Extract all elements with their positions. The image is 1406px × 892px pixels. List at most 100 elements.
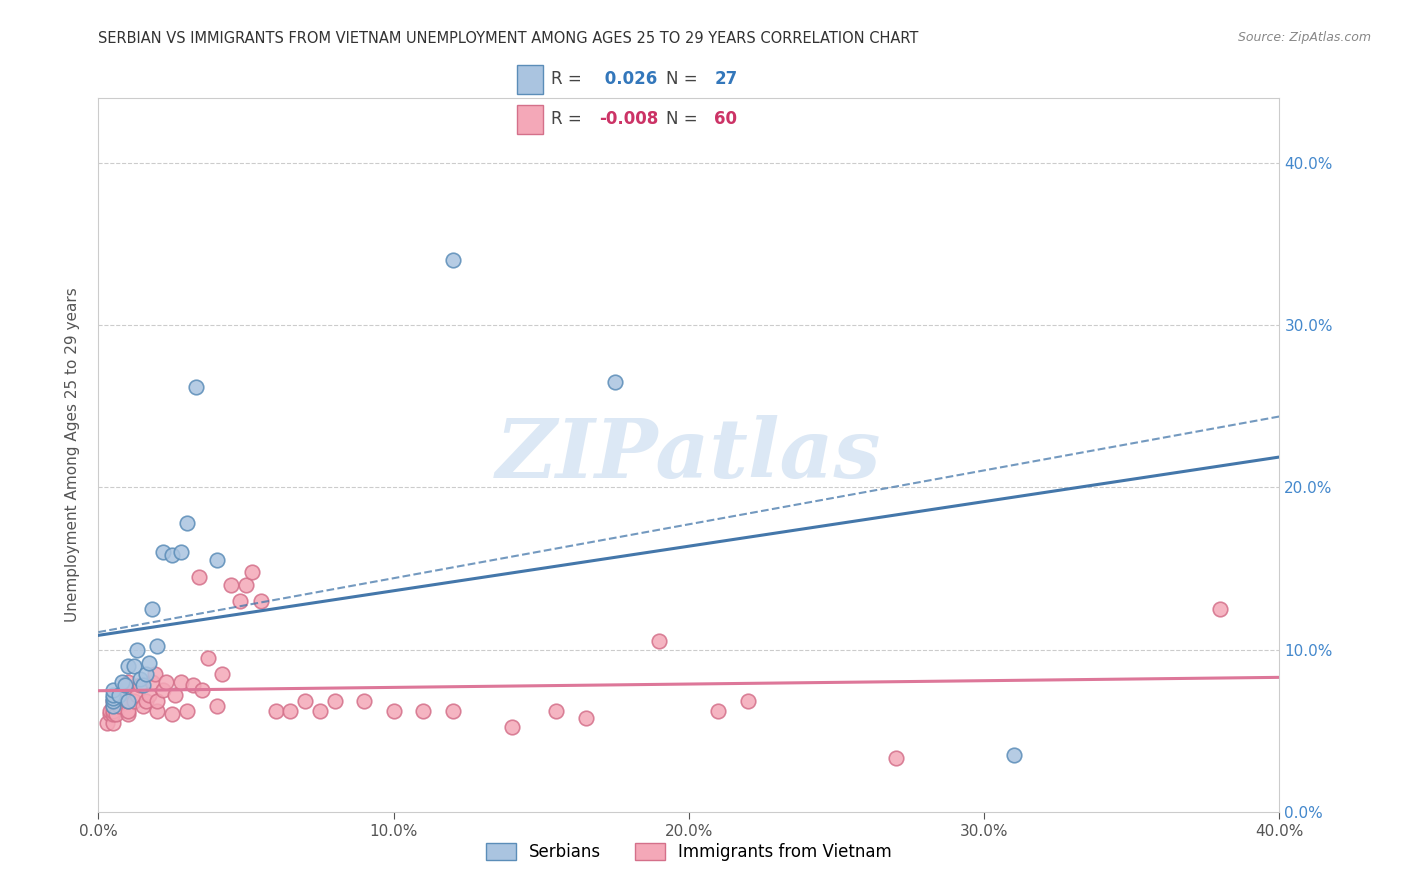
Point bbox=[219, 577, 242, 591]
Point bbox=[103, 704, 125, 718]
Point bbox=[117, 658, 139, 673]
Point bbox=[309, 704, 332, 718]
Point bbox=[128, 672, 150, 686]
Text: SERBIAN VS IMMIGRANTS FROM VIETNAM UNEMPLOYMENT AMONG AGES 25 TO 29 YEARS CORREL: SERBIAN VS IMMIGRANTS FROM VIETNAM UNEMP… bbox=[98, 31, 918, 46]
Point bbox=[98, 707, 121, 722]
Point bbox=[152, 683, 174, 698]
Point bbox=[152, 545, 174, 559]
Point bbox=[138, 656, 160, 670]
Point bbox=[135, 694, 157, 708]
Point bbox=[103, 699, 125, 714]
Point bbox=[162, 707, 183, 722]
Point bbox=[187, 569, 209, 583]
Point bbox=[143, 666, 166, 681]
Point bbox=[176, 516, 198, 530]
FancyBboxPatch shape bbox=[517, 65, 543, 95]
Point bbox=[117, 704, 139, 718]
Point bbox=[122, 658, 145, 673]
Point bbox=[412, 704, 434, 718]
Point bbox=[441, 704, 464, 718]
FancyBboxPatch shape bbox=[517, 104, 543, 134]
Point bbox=[323, 694, 346, 708]
Y-axis label: Unemployment Among Ages 25 to 29 years: Unemployment Among Ages 25 to 29 years bbox=[65, 287, 80, 623]
Point bbox=[117, 675, 139, 690]
Point bbox=[501, 720, 523, 734]
Point bbox=[353, 694, 375, 708]
Text: 0.026: 0.026 bbox=[599, 70, 657, 88]
Point bbox=[103, 707, 125, 722]
Point bbox=[278, 704, 302, 718]
Point bbox=[737, 694, 759, 708]
Text: R =: R = bbox=[551, 110, 588, 128]
Point bbox=[1209, 602, 1232, 616]
Point bbox=[111, 691, 134, 706]
Point bbox=[205, 699, 228, 714]
Point bbox=[103, 699, 125, 714]
Point bbox=[250, 594, 273, 608]
Point bbox=[264, 704, 287, 718]
Point bbox=[184, 380, 207, 394]
Text: -0.008: -0.008 bbox=[599, 110, 658, 128]
Point bbox=[114, 678, 136, 692]
Point bbox=[146, 704, 169, 718]
Point bbox=[165, 688, 187, 702]
Point bbox=[162, 549, 183, 563]
Text: Source: ZipAtlas.com: Source: ZipAtlas.com bbox=[1237, 31, 1371, 45]
Point bbox=[141, 602, 163, 616]
Point bbox=[108, 699, 131, 714]
Text: ZIPatlas: ZIPatlas bbox=[496, 415, 882, 495]
Point bbox=[1002, 747, 1025, 762]
Text: 60: 60 bbox=[714, 110, 737, 128]
Point bbox=[103, 694, 125, 708]
Point bbox=[181, 678, 204, 692]
Point bbox=[197, 650, 219, 665]
Text: R =: R = bbox=[551, 70, 588, 88]
Point bbox=[105, 707, 128, 722]
Point bbox=[229, 594, 252, 608]
Point bbox=[235, 577, 257, 591]
Point bbox=[884, 751, 907, 765]
Point bbox=[155, 675, 177, 690]
Point bbox=[170, 675, 193, 690]
Point bbox=[128, 678, 150, 692]
Point bbox=[441, 253, 464, 268]
Point bbox=[103, 694, 125, 708]
Point bbox=[191, 683, 214, 698]
Point bbox=[240, 565, 263, 579]
Point bbox=[132, 699, 155, 714]
Point bbox=[111, 675, 134, 690]
Point bbox=[96, 715, 118, 730]
Point bbox=[211, 666, 233, 681]
Point bbox=[707, 704, 730, 718]
Point bbox=[103, 715, 125, 730]
Text: 27: 27 bbox=[714, 70, 738, 88]
Point bbox=[138, 688, 160, 702]
Point bbox=[103, 683, 125, 698]
Point bbox=[117, 694, 139, 708]
Text: N =: N = bbox=[666, 70, 703, 88]
Point bbox=[117, 707, 139, 722]
Legend: Serbians, Immigrants from Vietnam: Serbians, Immigrants from Vietnam bbox=[479, 836, 898, 868]
Point bbox=[574, 711, 596, 725]
Point bbox=[98, 704, 121, 718]
Point bbox=[648, 634, 671, 648]
Point bbox=[176, 704, 198, 718]
Point bbox=[108, 688, 131, 702]
Text: N =: N = bbox=[666, 110, 703, 128]
Point bbox=[546, 704, 568, 718]
Point bbox=[170, 545, 193, 559]
Point bbox=[122, 694, 145, 708]
Point bbox=[114, 683, 136, 698]
Point bbox=[135, 666, 157, 681]
Point bbox=[294, 694, 316, 708]
Point bbox=[125, 642, 148, 657]
Point bbox=[132, 678, 155, 692]
Point bbox=[205, 553, 228, 567]
Point bbox=[103, 688, 125, 702]
Point bbox=[146, 694, 169, 708]
Point bbox=[117, 694, 139, 708]
Point bbox=[103, 691, 125, 706]
Point bbox=[382, 704, 405, 718]
Point bbox=[141, 675, 163, 690]
Point bbox=[605, 375, 627, 389]
